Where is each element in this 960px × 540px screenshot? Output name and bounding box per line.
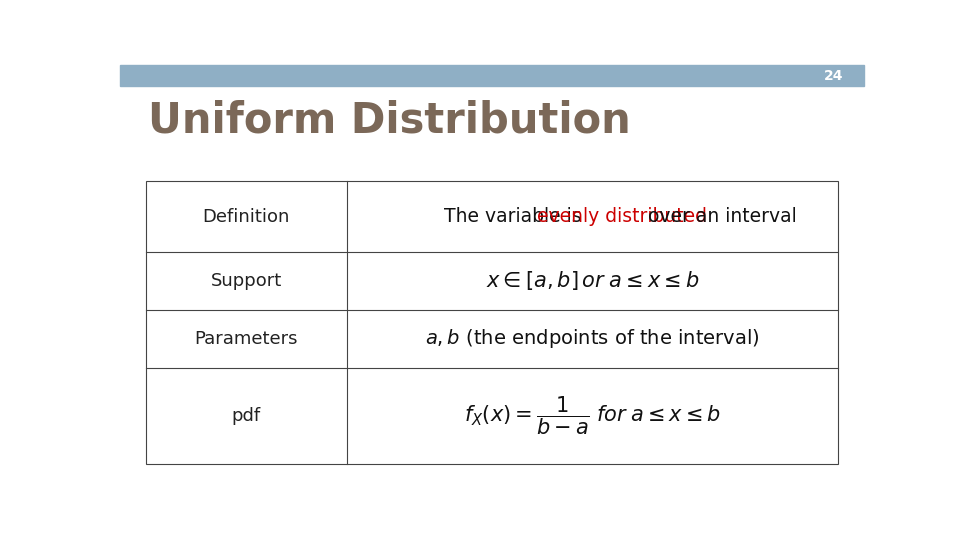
Text: Support: Support <box>211 272 282 290</box>
Text: $x \in [a, b]\,or\; a \leq x \leq b$: $x \in [a, b]\,or\; a \leq x \leq b$ <box>486 269 699 292</box>
Text: Parameters: Parameters <box>195 329 299 348</box>
Text: $f_X(x) = \dfrac{1}{b-a}\; for\; a \leq x \leq b$: $f_X(x) = \dfrac{1}{b-a}\; for\; a \leq … <box>464 395 721 437</box>
Text: Uniform Distribution: Uniform Distribution <box>148 100 631 142</box>
Text: pdf: pdf <box>231 407 261 425</box>
Text: Definition: Definition <box>203 207 290 226</box>
Bar <box>120 65 864 86</box>
Text: $a, b$ (the endpoints of the interval): $a, b$ (the endpoints of the interval) <box>425 327 759 350</box>
Text: 24: 24 <box>824 69 843 83</box>
Text: evenly distributed: evenly distributed <box>537 207 708 226</box>
Bar <box>146 181 838 464</box>
Text: over an interval: over an interval <box>641 207 797 226</box>
Text: The variable is: The variable is <box>444 207 588 226</box>
